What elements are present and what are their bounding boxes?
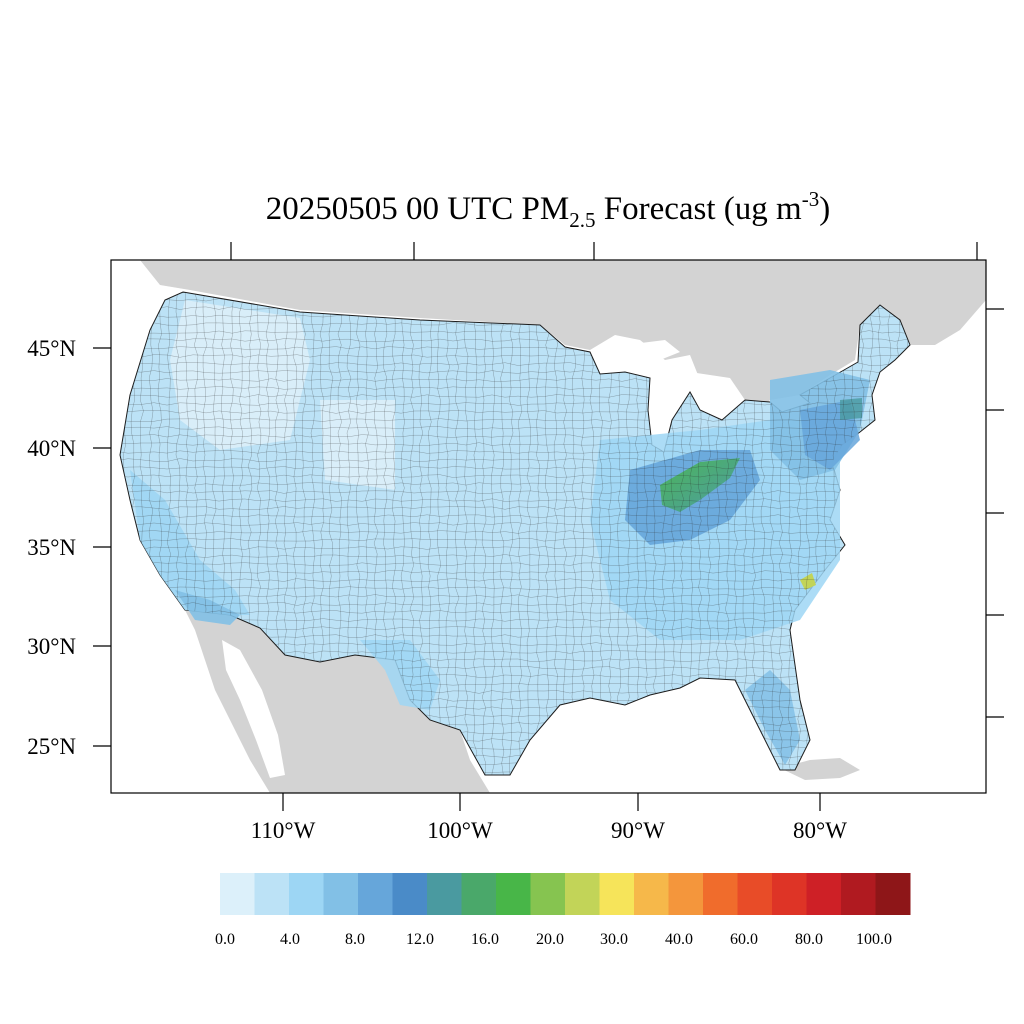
colorbar-label: 4.0	[280, 931, 300, 948]
colorbar-swatch	[220, 873, 255, 915]
colorbar-swatch	[427, 873, 462, 915]
colorbar-swatch	[668, 873, 704, 915]
colorbar-swatch	[634, 873, 669, 915]
lat-label-45n: 45°N	[27, 336, 76, 361]
lat-label-40n: 40°N	[27, 436, 76, 461]
colorbar-swatch	[737, 873, 773, 915]
colorbar-label: 20.0	[536, 931, 564, 948]
lake-superior	[590, 340, 680, 374]
colorbar-swatch	[875, 873, 911, 915]
colorbar-swatch	[565, 873, 600, 915]
lat-label-30n: 30°N	[27, 634, 76, 659]
colorbar-swatch	[599, 873, 635, 915]
colorbar-label: 100.0	[856, 931, 892, 948]
colorbar-label: 30.0	[600, 931, 628, 948]
colorbar-swatch	[392, 873, 428, 915]
colorbar-swatch	[461, 873, 497, 915]
colorbar-swatch	[496, 873, 531, 915]
colorbar-label: 8.0	[345, 931, 365, 948]
colorbar-swatch	[772, 873, 807, 915]
lon-label-80w: 80°W	[793, 818, 847, 843]
colorbar-swatch	[806, 873, 842, 915]
colorbar-label: 60.0	[730, 931, 758, 948]
colorbar	[220, 873, 911, 915]
cuba-landmass	[780, 758, 860, 780]
colorbar-label: 0.0	[215, 931, 235, 948]
southern-california-zone	[175, 590, 240, 625]
california-mid-zone	[130, 470, 250, 615]
new-england-high-zone	[840, 398, 862, 420]
ohio-valley-high-zone	[660, 458, 740, 512]
axis-ticks	[93, 242, 1004, 811]
colorbar-labels: 0.0 4.0 8.0 12.0 16.0 20.0 30.0 40.0 60.…	[215, 931, 892, 948]
lat-label-35n: 35°N	[27, 535, 76, 560]
colorbar-swatch	[358, 873, 393, 915]
map-frame	[110, 259, 987, 794]
colorbar-label: 40.0	[665, 931, 693, 948]
colorbar-swatch	[323, 873, 359, 915]
canada-landmass	[140, 260, 986, 410]
lake-huron	[690, 372, 745, 420]
lon-label-100w: 100°W	[427, 818, 493, 843]
map-body	[111, 260, 986, 793]
lon-label-110w: 110°W	[251, 818, 316, 843]
colorbar-swatch	[254, 873, 290, 915]
colorbar-swatch	[289, 873, 324, 915]
gulf-of-california	[222, 640, 285, 778]
colorbar-label: 12.0	[406, 931, 434, 948]
lat-label-25n: 25°N	[27, 734, 76, 759]
colorbar-label: 16.0	[471, 931, 499, 948]
colorbar-swatch	[530, 873, 566, 915]
colorbar-swatch	[841, 873, 876, 915]
colorbar-swatch	[703, 873, 738, 915]
colorbar-label: 80.0	[795, 931, 823, 948]
map-title: 20250505 00 UTC PM2.5 Forecast (ug m-3)	[266, 187, 830, 232]
lon-label-90w: 90°W	[611, 818, 665, 843]
carolina-coast-hotspot	[800, 573, 816, 590]
